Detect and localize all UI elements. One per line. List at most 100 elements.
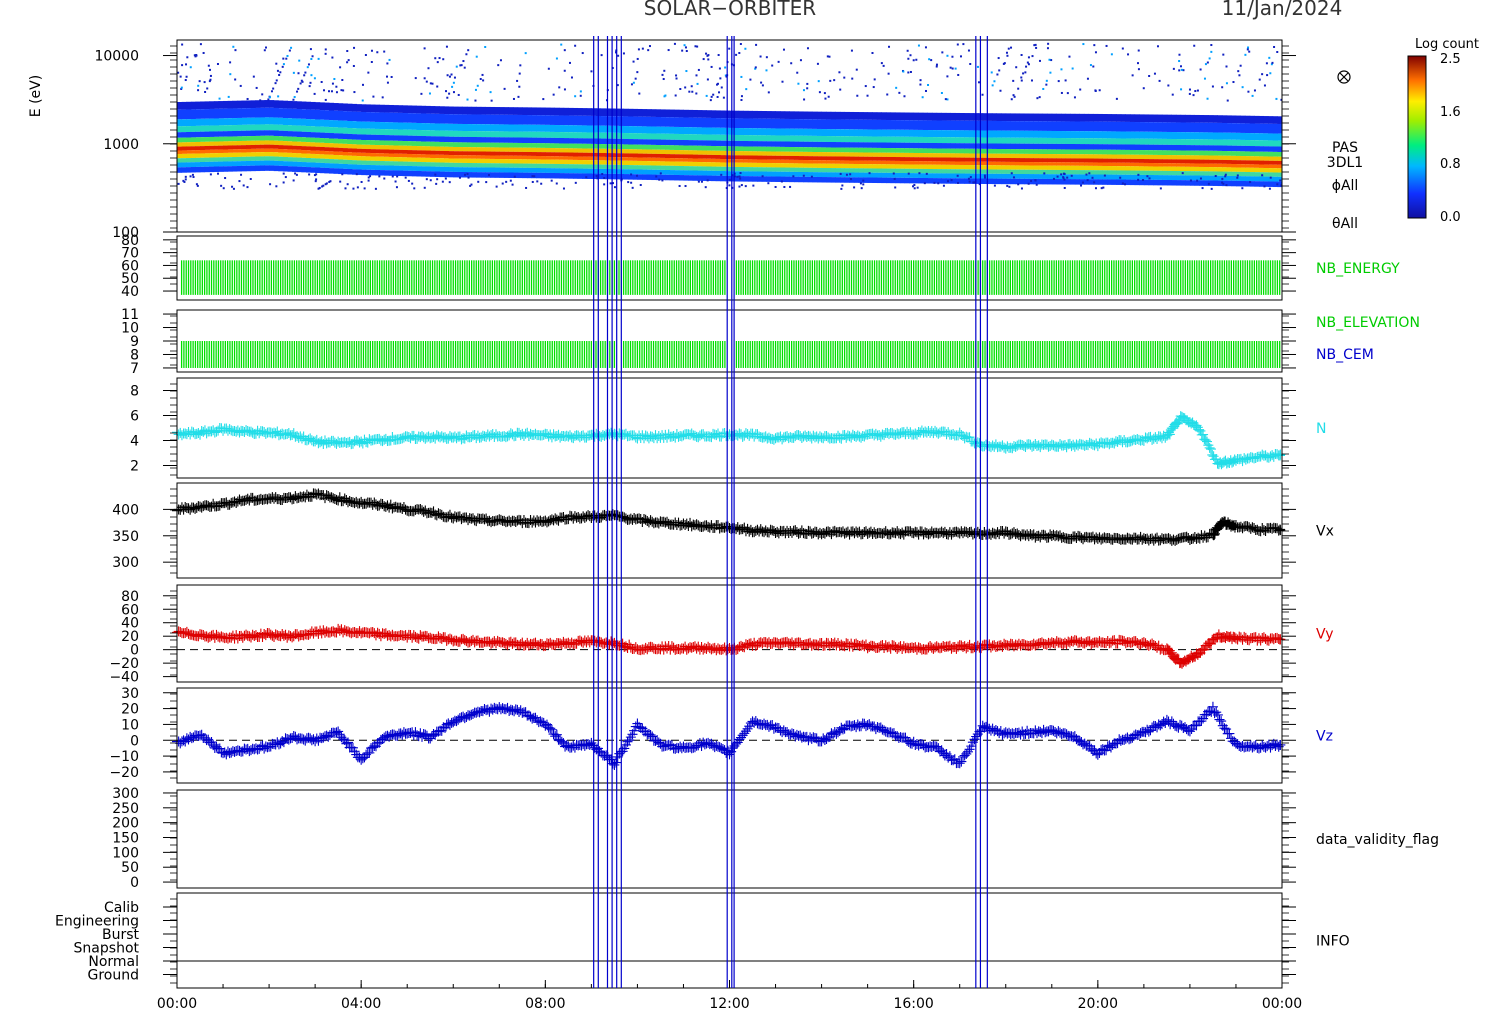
spectrogram-speck	[972, 181, 975, 184]
spectrogram-cell	[402, 129, 408, 136]
spectrogram-cell	[296, 166, 302, 173]
spectrogram-cell	[660, 154, 666, 158]
spectrogram-cell	[1005, 169, 1011, 174]
spectrogram-cell	[1065, 165, 1071, 171]
spectrogram-cell	[1176, 159, 1182, 164]
spectrogram-cell	[1024, 174, 1030, 179]
spectrogram-cell	[416, 141, 422, 147]
spectrogram-cell	[526, 115, 533, 125]
spectrogram-cell	[807, 160, 813, 164]
spectrogram-cell	[568, 107, 574, 116]
spectrogram-cell	[411, 122, 417, 130]
spectrogram-cell	[858, 168, 864, 173]
spectrogram-cell	[374, 134, 381, 141]
spectrogram-cell	[200, 131, 206, 138]
spectrogram-cell	[1070, 170, 1076, 175]
spectrogram-cell	[223, 136, 229, 142]
spectrogram-cell	[1056, 143, 1062, 150]
spectrogram-cell	[347, 127, 353, 134]
spectrogram-cell	[913, 152, 919, 158]
spectrogram-cell	[1120, 174, 1126, 180]
spectrogram-cell	[499, 151, 505, 156]
spectrogram-cell	[347, 155, 353, 160]
spectrogram-cell	[964, 137, 970, 144]
spectrogram-cell	[213, 136, 219, 142]
spectrogram-cell	[282, 166, 288, 172]
spectrogram-cell	[646, 165, 652, 170]
spectrogram-cell	[674, 154, 680, 159]
spectrogram-cell	[351, 121, 358, 129]
spectrogram-speck	[1121, 47, 1124, 50]
spectrogram-cell	[1203, 132, 1209, 140]
spectrogram-cell	[480, 106, 486, 115]
spectrogram-cell	[213, 145, 219, 150]
spectrogram-cell	[476, 163, 482, 168]
spectrogram-cell	[1245, 133, 1251, 141]
spectrogram-speck	[977, 81, 980, 84]
spectrogram-speck	[196, 184, 199, 187]
spectrogram-cell	[549, 131, 556, 138]
spectrogram-cell	[356, 144, 362, 149]
spectrogram-speck	[518, 85, 521, 88]
spectrogram-cell	[899, 112, 905, 121]
spectrogram-speck	[663, 95, 666, 98]
spectrogram-cell	[536, 147, 542, 153]
spectrogram-cell	[642, 165, 648, 170]
spectrogram-cell	[982, 137, 988, 144]
spectrogram-cell	[1107, 162, 1113, 167]
spectrogram-cell	[531, 163, 537, 168]
spectrogram-cell	[950, 130, 956, 138]
spectrogram-cell	[549, 159, 556, 164]
spectrogram-cell	[1097, 138, 1103, 145]
spectrogram-speck	[662, 78, 665, 81]
spectrogram-speck	[1261, 73, 1264, 76]
spectrogram-cell	[1102, 149, 1108, 155]
spectrogram-speck	[295, 173, 298, 176]
spectrogram-speck	[681, 49, 684, 52]
spectrogram-cell	[1153, 175, 1159, 180]
spectrogram-cell	[227, 152, 233, 158]
spectrogram-cell	[936, 120, 942, 131]
spectrogram-speck	[792, 175, 795, 178]
spectrogram-cell	[204, 125, 210, 132]
spectrogram-cell	[439, 113, 445, 124]
spectrogram-cell	[209, 136, 215, 142]
spectrogram-speck	[288, 49, 291, 52]
spectrogram-cell	[282, 152, 288, 157]
spectrogram-cell	[1203, 167, 1209, 172]
spectrogram-cell	[987, 113, 993, 121]
spectrogram-speck	[1247, 90, 1250, 93]
spectrogram-cell	[457, 155, 463, 159]
spectrogram-cell	[517, 137, 523, 143]
spectrogram-cell	[1166, 155, 1172, 160]
spectrogram-cell	[1070, 174, 1076, 180]
spectrogram-cell	[246, 152, 252, 157]
spectrogram-cell	[448, 106, 454, 115]
spectrogram-cell	[840, 129, 846, 137]
spectrogram-cell	[890, 142, 896, 149]
spectrogram-speck	[1221, 177, 1224, 180]
spectrogram-cell	[577, 168, 583, 174]
spectrogram-speck	[1079, 88, 1082, 91]
spectrogram-cell	[941, 178, 947, 184]
spectrogram-speck	[1238, 74, 1241, 77]
spectrogram-cell	[835, 147, 841, 153]
spectrogram-speck	[611, 182, 614, 185]
spectrogram-cell	[683, 140, 689, 146]
spectrogram-cell	[393, 157, 399, 162]
spectrogram-cell	[950, 178, 956, 184]
spectrogram-cell	[407, 122, 413, 130]
spectrogram-cell	[743, 110, 749, 119]
spectrogram-speck	[636, 57, 639, 60]
spectrogram-cell	[1047, 149, 1053, 155]
spectrogram-speck	[684, 46, 687, 49]
spectrogram-cell	[453, 146, 459, 152]
spectrogram-cell	[361, 169, 367, 176]
spectrogram-cell	[1157, 154, 1163, 160]
spectrogram-cell	[872, 168, 878, 173]
spectrogram-cell	[1033, 121, 1039, 131]
spectrogram-cell	[398, 140, 404, 146]
spectrogram-cell	[904, 157, 910, 162]
spectrogram-speck	[1276, 183, 1279, 186]
spectrogram-cell	[623, 169, 629, 175]
